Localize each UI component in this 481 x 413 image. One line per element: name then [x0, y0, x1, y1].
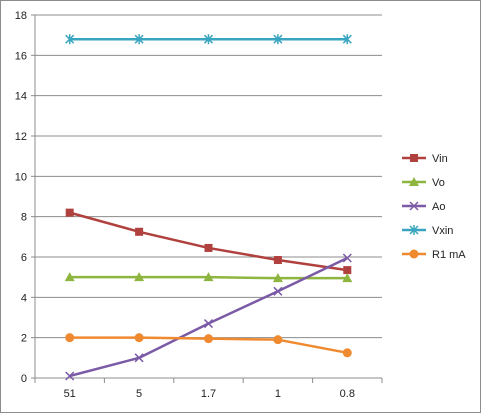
- data-point: [204, 334, 213, 344]
- data-point: [203, 34, 214, 45]
- data-point: [273, 34, 283, 45]
- y-tick-label: 10: [15, 171, 27, 183]
- data-point: [203, 319, 214, 329]
- series-vo: [64, 272, 353, 283]
- data-point: [272, 273, 283, 283]
- x-tick-labels: 51 5 1.7 1 0.8: [64, 388, 355, 400]
- legend-label: Vin: [432, 153, 448, 165]
- data-point: [342, 34, 352, 45]
- data-point: [342, 273, 353, 283]
- x-tick-label: 51: [64, 388, 76, 400]
- legend-marker: [410, 154, 418, 162]
- series-vxin: [65, 34, 352, 45]
- data-point: [64, 272, 75, 282]
- legend-marker: [409, 177, 419, 186]
- data-point: [343, 266, 352, 275]
- x-tick-label: 1.7: [201, 388, 216, 400]
- legend-label: Vxin: [432, 225, 453, 237]
- legend-item: Ao: [402, 201, 445, 213]
- series-lines: [64, 34, 353, 381]
- y-tick-label: 4: [21, 292, 27, 304]
- axes: [31, 14, 383, 383]
- data-point: [135, 227, 144, 236]
- data-point: [273, 335, 283, 345]
- data-point: [204, 243, 213, 252]
- data-point: [65, 208, 74, 217]
- series-r1-ma: [65, 333, 352, 358]
- data-point: [342, 348, 352, 358]
- series-vin: [65, 208, 352, 275]
- gridlines: [35, 14, 382, 339]
- y-tick-label: 12: [15, 131, 27, 143]
- data-point: [134, 34, 144, 45]
- legend-marker: [409, 201, 419, 211]
- data-point: [65, 34, 75, 45]
- legend: Vin Vo Ao Vxin R1 mA: [402, 153, 466, 261]
- legend-label: R1 mA: [432, 249, 466, 261]
- data-point: [134, 333, 144, 343]
- y-tick-label: 18: [15, 10, 27, 22]
- data-point: [134, 272, 145, 282]
- y-tick-label: 14: [15, 91, 27, 103]
- series-line: [69, 211, 348, 272]
- legend-marker: [409, 249, 419, 259]
- legend-item: Vo: [402, 177, 445, 189]
- y-tick-label: 16: [15, 50, 27, 62]
- data-point: [134, 353, 144, 363]
- x-tick-label: 0.8: [340, 388, 355, 400]
- legend-item: Vin: [402, 153, 448, 165]
- x-tick-label: 1: [275, 388, 281, 400]
- data-point: [65, 333, 75, 343]
- data-point: [65, 371, 75, 381]
- y-tick-labels: 0 2 4 6 8 10 12 14 16 18: [15, 10, 27, 385]
- y-tick-label: 6: [21, 252, 27, 264]
- data-point: [342, 253, 352, 263]
- data-point: [273, 256, 282, 265]
- legend-item: R1 mA: [402, 249, 466, 261]
- data-point: [203, 272, 214, 282]
- legend-label: Vo: [432, 177, 445, 189]
- legend-label: Ao: [432, 201, 445, 213]
- y-tick-label: 0: [21, 373, 27, 385]
- legend-item: Vxin: [402, 225, 453, 237]
- y-tick-label: 2: [21, 333, 27, 345]
- data-point: [273, 286, 283, 296]
- x-tick-label: 5: [136, 388, 142, 400]
- legend-marker: [409, 225, 419, 235]
- series-ao: [65, 253, 352, 381]
- y-tick-label: 8: [21, 212, 27, 224]
